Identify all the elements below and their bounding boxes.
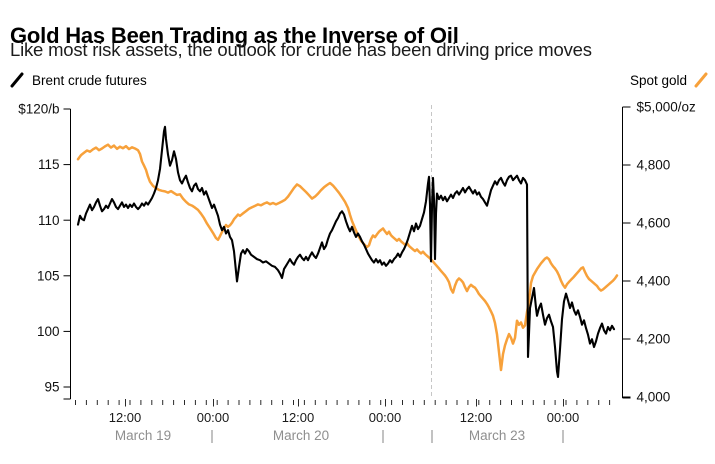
legend-label-brent: Brent crude futures [32,72,147,88]
gold-series-line [76,143,619,372]
right-axis-label: 4,600 [637,216,671,231]
right-axis-label: $5,000/oz [637,100,697,115]
legend: Brent crude futures Spot gold [10,70,709,90]
right-axis-label: 4,400 [637,274,671,289]
left-axis-label: 95 [44,380,59,395]
x-axis-time-label: 12:00 [460,410,493,425]
left-axis-label: 105 [37,268,60,283]
x-axis-date-label: | [210,428,214,443]
x-axis-time-label: 00:00 [197,410,230,425]
gold-line-icon [694,72,708,88]
x-axis-time-label: 12:00 [282,410,315,425]
x-axis-date-label: March 19 [115,428,171,443]
chart-subtitle: Like most risk assets, the outlook for c… [10,39,592,60]
left-axis-label: 115 [38,157,60,172]
left-axis-label: $120/b [18,102,59,117]
x-axis-date-label: | [381,428,385,443]
right-axis-label: 4,800 [637,158,671,173]
brent-line-icon [10,72,24,88]
brent-series-line [76,125,616,379]
x-axis-date-label: | [430,428,434,443]
x-axis-date-label: | [561,428,565,443]
x-axis-time-label: 12:00 [109,410,142,425]
right-axis-label: 4,000 [637,390,671,405]
x-axis-time-label: 00:00 [547,410,580,425]
right-axis-label: 4,200 [637,332,671,347]
x-axis-time-label: 00:00 [369,410,402,425]
legend-item-gold: Spot gold [630,72,709,88]
left-axis-label: 110 [38,213,60,228]
page-title: Gold Has Been Trading as the Inverse of … [10,22,459,48]
x-axis-date-label: March 23 [469,428,525,443]
left-axis-label: 100 [37,324,60,339]
x-axis-date-label: March 20 [273,428,329,443]
legend-item-brent: Brent crude futures [10,72,147,88]
legend-label-gold: Spot gold [629,72,687,88]
